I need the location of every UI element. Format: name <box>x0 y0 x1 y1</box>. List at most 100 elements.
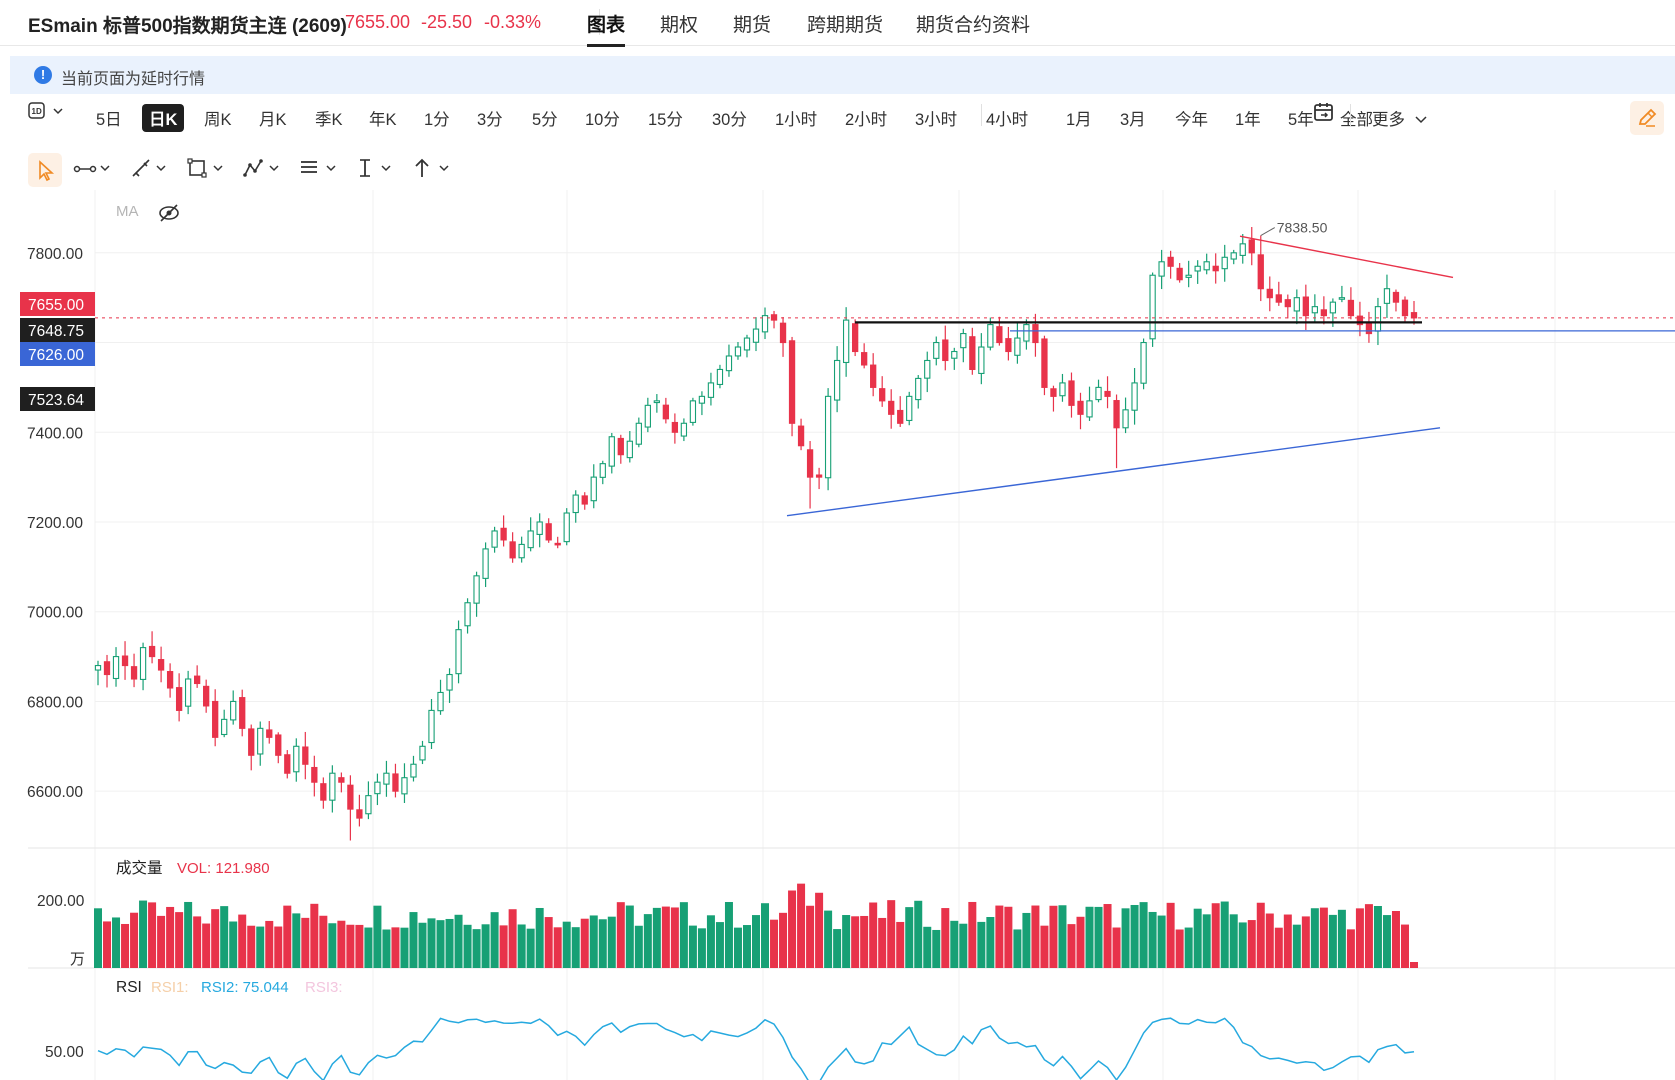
candle-body <box>221 718 228 736</box>
volume-bar <box>1256 902 1265 968</box>
candle-body <box>121 655 129 667</box>
candle <box>1032 313 1039 357</box>
candle <box>761 307 769 340</box>
tab-chart[interactable]: 图表 <box>587 10 626 47</box>
text-cursor-icon <box>360 159 391 177</box>
volume-bar <box>373 905 382 968</box>
volume-bar <box>391 927 400 968</box>
period-14[interactable]: 3小时 <box>915 111 958 129</box>
period-8[interactable]: 5分 <box>532 111 558 129</box>
period-2[interactable]: 周K <box>204 111 232 129</box>
period-12[interactable]: 1小时 <box>775 111 818 129</box>
price-tag-label: 7655.00 <box>28 297 84 314</box>
candle-body <box>1005 338 1012 353</box>
range-2[interactable]: 今年 <box>1175 111 1208 129</box>
text-tool[interactable] <box>357 155 399 185</box>
trend-line-tool[interactable] <box>72 155 114 185</box>
candle <box>1401 296 1409 322</box>
candle-body <box>257 727 264 755</box>
volume-bar <box>607 916 616 968</box>
pencil-button[interactable] <box>1630 101 1664 135</box>
volume-bar <box>355 924 364 968</box>
text-note-tool[interactable] <box>299 155 341 185</box>
volume-bar <box>580 918 589 968</box>
candle <box>148 631 156 664</box>
volume-bar <box>1400 924 1409 968</box>
range-1[interactable]: 3月 <box>1120 111 1146 129</box>
cursor-tool[interactable] <box>28 153 62 187</box>
rectangle-tool[interactable] <box>186 155 228 185</box>
volume-bar <box>1202 914 1211 968</box>
y-axis-tick-label: 7000.00 <box>27 605 83 622</box>
candle-body <box>635 422 642 445</box>
volume-bar <box>319 915 328 968</box>
period-13[interactable]: 2小时 <box>845 111 888 129</box>
candle <box>924 351 931 393</box>
period-11[interactable]: 30分 <box>712 111 747 129</box>
tab-futures[interactable]: 期货 <box>733 15 772 36</box>
price-tag-label: 7523.64 <box>28 392 84 409</box>
period-15[interactable]: 4小时 <box>986 111 1029 129</box>
volume-bar <box>220 906 229 968</box>
pen-icon <box>132 159 166 177</box>
tab-options[interactable]: 期权 <box>660 15 699 36</box>
volume-bar <box>1130 904 1139 968</box>
period-3[interactable]: 月K <box>259 111 287 129</box>
period-6[interactable]: 1分 <box>424 111 450 129</box>
candle-body <box>203 685 210 707</box>
period-7[interactable]: 3分 <box>477 111 503 129</box>
pen-tool[interactable] <box>130 155 172 185</box>
volume-bar <box>463 924 472 968</box>
visibility-toggle-icon[interactable] <box>159 204 179 222</box>
candle-body <box>716 368 724 386</box>
date-range-button[interactable] <box>1313 101 1335 123</box>
more-button[interactable]: 更多 <box>1372 106 1427 130</box>
period-1[interactable]: 日K <box>142 104 185 132</box>
candle-body <box>365 795 372 815</box>
candle-body <box>536 521 543 535</box>
candle-body <box>464 602 471 627</box>
candle <box>1410 301 1418 325</box>
arrow-tool[interactable] <box>412 155 454 185</box>
period-5[interactable]: 年K <box>369 111 397 129</box>
period-9[interactable]: 10分 <box>585 111 620 129</box>
peak-leader-line <box>1260 227 1276 236</box>
y-axis-tick-label: 6600.00 <box>27 784 83 801</box>
cursor-icon <box>39 160 55 182</box>
candle <box>833 346 841 413</box>
tab-contract-info[interactable]: 期货合约资料 <box>916 15 1031 36</box>
volume-bar <box>148 902 157 968</box>
candle-body <box>653 400 660 404</box>
candle <box>743 334 751 358</box>
candle-body <box>1023 324 1030 342</box>
volume-bar <box>815 892 824 968</box>
period-4[interactable]: 季K <box>315 111 343 129</box>
price-chart[interactable]: 7800.007600.007400.007200.007000.006800.… <box>0 190 1675 1080</box>
candle <box>1194 260 1201 284</box>
candle <box>996 316 1003 346</box>
volume-bar <box>166 906 175 968</box>
range-0[interactable]: 1月 <box>1066 111 1092 129</box>
volume-bar <box>788 890 797 968</box>
range-3[interactable]: 1年 <box>1235 111 1261 129</box>
pattern-tool[interactable] <box>242 155 284 185</box>
interval-select[interactable]: 1D <box>28 102 72 122</box>
candle-body <box>680 422 688 437</box>
volume-bar <box>1319 907 1328 968</box>
candle <box>770 310 778 329</box>
candle-body <box>1032 324 1039 344</box>
volume-bar <box>1094 906 1103 968</box>
tab-calendar-spread[interactable]: 跨期期货 <box>807 15 884 36</box>
candle <box>1230 249 1237 265</box>
period-10[interactable]: 15分 <box>648 111 683 129</box>
candle-body <box>1104 390 1111 397</box>
candle-body <box>1059 382 1066 397</box>
candle-body <box>852 323 859 353</box>
period-0[interactable]: 5日 <box>96 111 122 129</box>
svg-text:1D: 1D <box>32 107 42 116</box>
range-5[interactable]: 全部 <box>1340 111 1373 129</box>
volume-bar <box>1229 914 1238 968</box>
range-4[interactable]: 5年 <box>1288 111 1314 129</box>
volume-bar <box>490 912 499 968</box>
candle-body <box>861 352 868 366</box>
